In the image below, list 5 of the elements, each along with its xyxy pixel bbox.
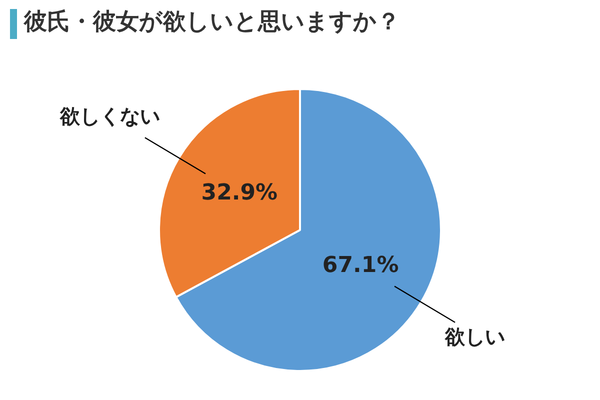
slice-label: 欲しい [444,324,506,349]
data-label: 32.9% [201,180,278,206]
data-label: 67.1% [322,252,399,278]
slice-label: 欲しくない [58,104,160,128]
chart-title: 彼氏・彼女が欲しいと思いますか？ [24,8,400,37]
